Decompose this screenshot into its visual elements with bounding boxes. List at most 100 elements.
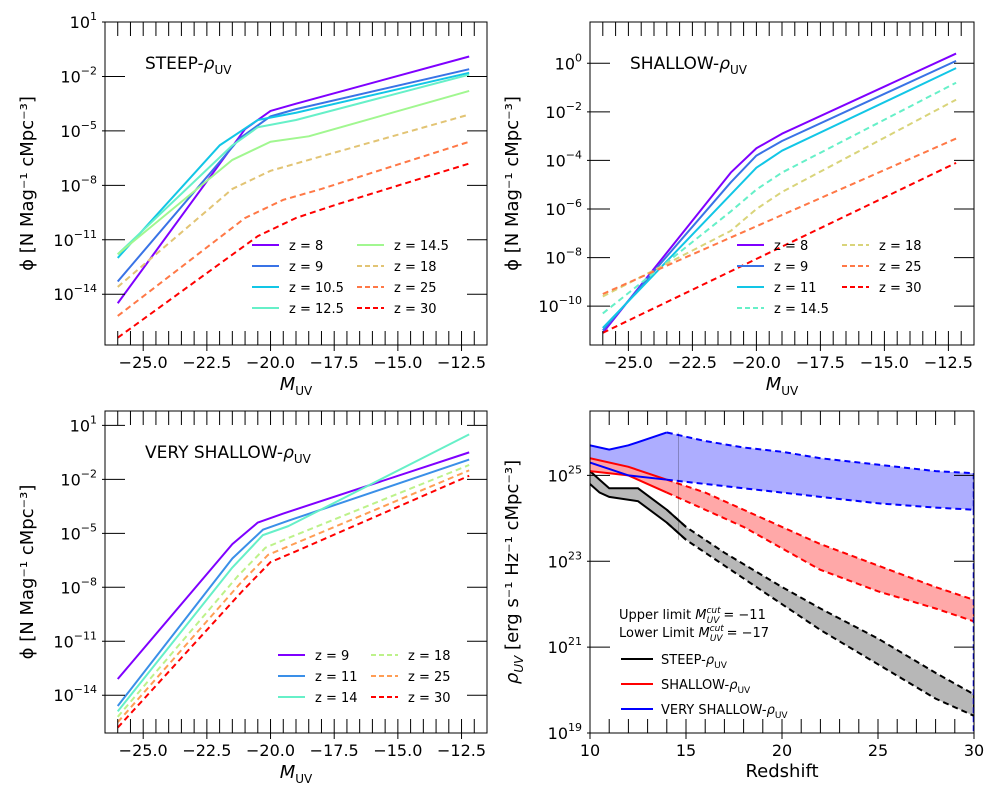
y-tick-base: 10 [60,524,80,543]
legend-label: z = 9 [315,649,349,664]
y-tick-exp: −11 [74,629,97,642]
legend-label: z = 25 [879,260,922,275]
plot-area [116,55,470,339]
y-tick-label: 10−4 [545,148,582,170]
x-tick-label: −25.0 [604,353,653,372]
series-line-8 [602,52,957,334]
plot-area [602,52,957,334]
series-line-14.5 [117,89,470,256]
legend-label: z = 8 [774,239,808,254]
legend-label: z = 18 [394,260,437,275]
annotation-sup: cut [706,606,721,616]
y-tick-base: 10 [53,231,73,250]
x-tick-label: −22.5 [182,353,231,372]
panel-label: SHALLOW-ρUV [630,54,748,77]
y-tick-label: 101 [70,413,97,435]
panel-label-text: VERY SHALLOW- [145,443,283,463]
series-line-12.5 [117,73,470,255]
y-tick-label: 1025 [548,463,582,485]
panel-label-text: SHALLOW- [630,54,719,74]
series-line-18 [602,98,957,298]
y-axis-label: ϕ [N Mag⁻¹ cMpc⁻³] [502,96,523,271]
legend-sub: UV [714,661,728,671]
y-tick-base: 10 [60,578,80,597]
y-tick-label: 100 [555,51,582,73]
y-tick-exp: 1 [90,413,97,426]
y-tick-exp: 1 [90,10,97,23]
annotation-symbol: M [698,626,709,641]
y-tick-base: 10 [545,249,565,268]
y-tick-base: 10 [555,54,575,73]
x-tick-label: −17.5 [310,741,359,760]
panel-shallow: −25.0 −22.5 −20.0 −17.5 −15.0 −12.510−1010−81… [502,21,975,398]
y-tick-label: 10−2 [60,64,97,86]
legend-label: z = 25 [408,670,451,685]
y-tick-exp: 25 [568,463,582,476]
y-tick-base: 10 [60,470,80,489]
panel-label-text: STEEP- [145,54,204,74]
annotation-symbol: M [695,608,706,623]
y-tick-label: 10−2 [60,467,97,489]
series-line-25 [602,137,957,295]
legend-sym: ρ [706,653,715,668]
legend-label: z = 10.5 [289,281,344,296]
y-tick-label: 101 [70,10,97,32]
legend-label: z = 9 [289,260,323,275]
legend-sub: UV [775,711,789,721]
band-lower-solid-veryshallow [590,461,667,481]
x-tick-label: −17.5 [796,353,845,372]
y-tick-label: 10−11 [53,629,97,651]
legend-name: VERY SHALLOW- [661,703,767,718]
legend-label: z = 9 [774,260,808,275]
series-line-14.5 [602,81,957,315]
annotation-text: Lower Limit Mcut UV = −17 [619,624,769,644]
x-tick-label: −20.0 [246,741,295,760]
y-tick-exp: 21 [568,635,582,648]
y-tick-exp: −2 [81,64,97,77]
x-tick-label: −12.5 [437,353,486,372]
band-upper-dashed-veryshallow [666,431,974,475]
series-line-25 [116,469,470,723]
legend-label: z = 30 [879,281,922,296]
y-tick-exp: −2 [81,467,97,480]
legend-sym: ρ [767,703,776,718]
series-line-11 [602,67,957,329]
y-tick-label: 10−14 [53,282,97,304]
legend-label: z = 14 [315,691,358,706]
y-tick-label: 1021 [548,635,582,657]
y-tick-exp: −8 [566,246,582,259]
x-tick-label: −17.5 [310,353,359,372]
panel-label-sub: UV [214,63,232,77]
band-lower-dashed-steep [666,521,974,717]
legend-label: z = 8 [289,239,323,254]
series-line-25 [117,140,470,317]
series-line-10.5 [116,71,470,259]
plot-area [116,433,470,729]
legend-label: VERY SHALLOW-ρUV [661,703,788,721]
legend-label: z = 30 [408,691,451,706]
annotation-prefix: Upper limit [619,608,695,623]
y-tick-base: 10 [53,285,73,304]
x-tick-label: 30 [964,741,984,760]
legend-name: SHALLOW- [661,678,730,693]
y-tick-label: 1019 [548,721,582,743]
x-tick-label: −12.5 [437,741,486,760]
x-axis-label: MUV [280,374,313,398]
y-tick-exp: 0 [575,51,582,64]
series-line-9 [116,451,470,680]
series-line-30 [602,161,957,334]
series-line-14 [116,433,470,713]
x-label-main: M [280,374,296,395]
x-tick-label: 20 [772,741,792,760]
y-tick-base: 10 [60,122,80,141]
legend-label: z = 18 [879,239,922,254]
series-line-30 [117,162,470,339]
x-tick-label: 10 [580,741,600,760]
panel-label-sub: UV [730,63,748,77]
annotation-sub: UV [710,634,724,644]
legend-label: z = 30 [394,302,437,317]
panel-label-sym: ρ [204,54,215,74]
x-tick-label: −12.5 [924,353,973,372]
y-tick-label: 10−8 [545,246,582,268]
